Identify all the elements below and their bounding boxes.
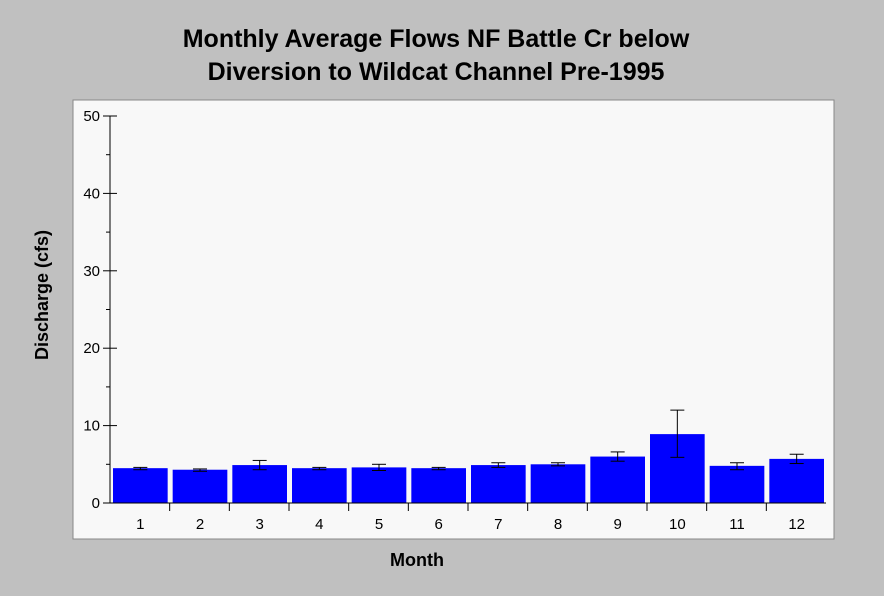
x-tick-label: 9 xyxy=(613,516,621,533)
y-tick-label: 10 xyxy=(83,418,100,435)
bar-month-4 xyxy=(292,468,347,503)
error-bar-month-4 xyxy=(312,466,327,471)
y-tick-label: 0 xyxy=(92,495,100,512)
x-tick-label: 6 xyxy=(434,516,442,533)
x-tick-label: 3 xyxy=(255,516,263,533)
error-bar-month-6 xyxy=(431,466,446,471)
bar-month-1 xyxy=(113,468,168,503)
bar-month-12 xyxy=(769,458,824,503)
x-axis-label: Month xyxy=(390,550,444,570)
bar-month-9 xyxy=(590,456,645,503)
x-tick-label: 8 xyxy=(554,516,562,533)
y-axis-label: Discharge (cfs) xyxy=(32,230,52,360)
error-bar-month-2 xyxy=(193,468,207,472)
bar-month-8 xyxy=(530,464,586,503)
error-bar-month-5 xyxy=(372,463,386,471)
x-tick-label: 10 xyxy=(669,516,686,533)
y-tick-label: 30 xyxy=(83,263,100,280)
x-tick-label: 7 xyxy=(494,516,502,533)
axes-layer xyxy=(103,115,826,511)
error-bar-month-1 xyxy=(133,466,148,471)
x-tick-label: 5 xyxy=(375,516,383,533)
y-tick-label: 50 xyxy=(83,108,100,125)
error-bar-month-9 xyxy=(610,451,625,462)
bar-month-7 xyxy=(471,465,526,503)
chart-title-line-2: Diversion to Wildcat Channel Pre-1995 xyxy=(208,58,665,86)
y-tick-label: 20 xyxy=(83,340,100,357)
bar-month-6 xyxy=(411,468,466,503)
x-tick-label: 2 xyxy=(196,516,204,533)
chart-title-line-1: Monthly Average Flows NF Battle Cr below xyxy=(183,25,690,53)
plot-area xyxy=(72,99,835,540)
error-bar-month-11 xyxy=(730,462,744,471)
bar-month-2 xyxy=(172,469,228,503)
bar-month-3 xyxy=(232,465,287,503)
error-bar-month-10 xyxy=(670,409,685,458)
error-bars-layer xyxy=(133,409,804,472)
bar-month-5 xyxy=(351,467,407,503)
error-bar-month-8 xyxy=(551,462,565,467)
x-tick-label: 4 xyxy=(315,516,323,533)
x-tick-label: 1 xyxy=(136,516,144,533)
y-tick-label: 40 xyxy=(83,185,100,202)
bar-month-11 xyxy=(709,465,765,503)
error-bar-month-12 xyxy=(789,453,804,465)
x-tick-label: 12 xyxy=(788,516,805,533)
error-bar-month-7 xyxy=(491,462,506,468)
error-bar-month-3 xyxy=(252,459,267,471)
x-tick-label: 11 xyxy=(729,516,745,533)
bars-layer xyxy=(113,434,824,503)
